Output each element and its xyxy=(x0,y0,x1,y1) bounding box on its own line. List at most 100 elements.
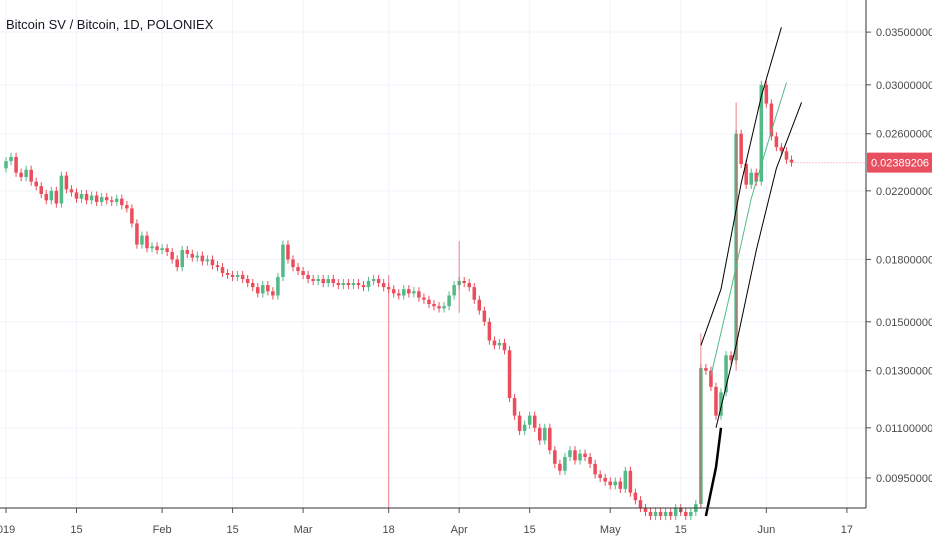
candle[interactable] xyxy=(729,351,733,365)
candle[interactable] xyxy=(130,204,134,228)
candle[interactable] xyxy=(104,193,109,205)
candle[interactable] xyxy=(64,171,69,194)
candle[interactable] xyxy=(593,459,597,479)
candle[interactable] xyxy=(643,503,648,517)
candle[interactable] xyxy=(689,507,693,521)
candle[interactable] xyxy=(764,80,769,108)
candle[interactable] xyxy=(170,247,174,264)
candle[interactable] xyxy=(306,270,310,284)
candle[interactable] xyxy=(9,152,13,166)
candle[interactable] xyxy=(120,194,124,210)
candle[interactable] xyxy=(261,280,265,298)
candle[interactable] xyxy=(125,201,129,213)
candle[interactable] xyxy=(749,168,753,189)
candle[interactable] xyxy=(658,507,663,521)
candle[interactable] xyxy=(210,255,215,270)
candle[interactable] xyxy=(39,182,44,199)
candle[interactable] xyxy=(74,188,79,203)
candle[interactable] xyxy=(477,295,482,315)
candle[interactable] xyxy=(653,507,658,521)
candle[interactable] xyxy=(417,287,421,302)
candle[interactable] xyxy=(548,423,552,455)
candle[interactable] xyxy=(59,171,64,208)
candle[interactable] xyxy=(266,280,270,296)
candle[interactable] xyxy=(49,186,54,205)
candle[interactable] xyxy=(316,274,320,286)
candle[interactable] xyxy=(668,507,673,521)
candle[interactable] xyxy=(326,274,331,288)
candle[interactable] xyxy=(663,507,668,521)
candle[interactable] xyxy=(336,278,341,290)
candle[interactable] xyxy=(220,263,225,278)
candle[interactable] xyxy=(215,261,220,272)
candle[interactable] xyxy=(543,423,547,445)
candle[interactable] xyxy=(145,231,149,253)
candle[interactable] xyxy=(437,302,441,313)
candle[interactable] xyxy=(568,446,572,462)
candle[interactable] xyxy=(719,388,723,420)
candle[interactable] xyxy=(79,189,84,203)
candle[interactable] xyxy=(94,191,99,207)
candle[interactable] xyxy=(704,364,708,375)
candle[interactable] xyxy=(271,287,275,300)
candle[interactable] xyxy=(784,147,789,164)
candle[interactable] xyxy=(140,231,144,249)
candle[interactable] xyxy=(588,452,592,468)
candle[interactable] xyxy=(452,280,456,300)
candle[interactable] xyxy=(225,268,230,280)
candle[interactable] xyxy=(34,177,38,191)
candle[interactable] xyxy=(774,132,779,152)
candle[interactable] xyxy=(628,466,633,497)
candle[interactable] xyxy=(376,274,381,288)
candle[interactable] xyxy=(447,291,451,311)
candle[interactable] xyxy=(427,295,431,309)
candle[interactable] xyxy=(341,278,346,290)
candle[interactable] xyxy=(24,165,28,182)
candle[interactable] xyxy=(361,280,366,292)
candle[interactable] xyxy=(396,289,401,300)
candle[interactable] xyxy=(4,157,8,173)
candle[interactable] xyxy=(608,477,612,490)
candle[interactable] xyxy=(673,503,678,521)
candle[interactable] xyxy=(54,186,59,208)
candle[interactable] xyxy=(296,263,300,276)
candle[interactable] xyxy=(235,270,240,282)
candle[interactable] xyxy=(739,129,743,169)
candle[interactable] xyxy=(175,255,179,272)
candle[interactable] xyxy=(618,477,623,494)
candle[interactable] xyxy=(537,423,542,445)
candle[interactable] xyxy=(638,496,643,513)
candle[interactable] xyxy=(402,285,406,300)
candle[interactable] xyxy=(250,278,255,292)
candle[interactable] xyxy=(613,477,618,490)
candle[interactable] xyxy=(286,240,290,264)
candle[interactable] xyxy=(482,306,487,326)
candle[interactable] xyxy=(684,507,688,521)
candle[interactable] xyxy=(573,446,577,465)
candle[interactable] xyxy=(115,194,119,207)
candle[interactable] xyxy=(29,165,33,186)
candle[interactable] xyxy=(527,411,532,429)
candle[interactable] xyxy=(256,283,260,298)
candle[interactable] xyxy=(346,278,351,290)
candle[interactable] xyxy=(99,193,104,207)
candle[interactable] xyxy=(69,185,74,197)
candle[interactable] xyxy=(462,276,466,288)
candle[interactable] xyxy=(623,466,628,494)
candle[interactable] xyxy=(311,274,315,286)
candle[interactable] xyxy=(321,274,325,288)
candle[interactable] xyxy=(442,302,446,313)
candle[interactable] xyxy=(472,283,477,304)
candle[interactable] xyxy=(497,338,502,350)
candle[interactable] xyxy=(583,449,587,462)
candle[interactable] xyxy=(789,155,794,167)
candle[interactable] xyxy=(89,191,94,205)
candle[interactable] xyxy=(195,251,200,262)
candle[interactable] xyxy=(553,446,557,468)
candle[interactable] xyxy=(276,272,280,300)
candle[interactable] xyxy=(492,336,497,350)
candle[interactable] xyxy=(532,411,537,432)
candle[interactable] xyxy=(190,249,195,262)
